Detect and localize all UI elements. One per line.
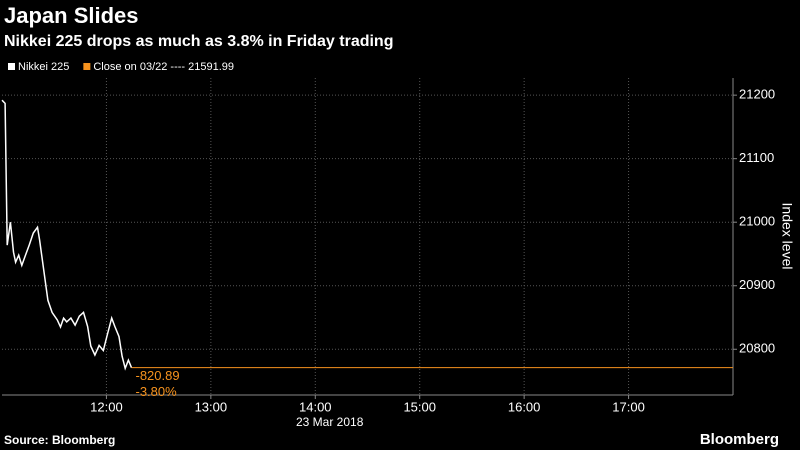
- annotation: -3.80%: [135, 384, 177, 399]
- brand-logo: Bloomberg: [700, 431, 779, 448]
- y-tick-label: 20900: [739, 277, 775, 292]
- annotation: -820.89: [135, 368, 179, 383]
- legend-label: Close on 03/22 ---- 21591.99: [93, 61, 234, 73]
- x-tick-label: 15:00: [403, 399, 436, 414]
- y-tick-label: 21200: [739, 87, 775, 102]
- legend-label: Nikkei 225: [18, 61, 69, 73]
- x-tick-label: 12:00: [90, 399, 123, 414]
- legend-swatch: [83, 63, 91, 70]
- x-tick-label: 17:00: [612, 399, 645, 414]
- line-series: [1, 99, 133, 371]
- x-tick-label: 16:00: [508, 399, 541, 414]
- chart-title: Japan Slides: [4, 3, 139, 28]
- chart-subtitle: Nikkei 225 drops as much as 3.8% in Frid…: [4, 33, 393, 50]
- y-axis-label: Index level: [779, 203, 795, 270]
- x-axis-label: 23 Mar 2018: [296, 415, 364, 429]
- x-tick-label: 13:00: [195, 399, 228, 414]
- y-tick-label: 20800: [739, 341, 775, 356]
- x-tick-label: 14:00: [299, 399, 332, 414]
- source: Source: Bloomberg: [4, 433, 115, 447]
- legend-swatch: [8, 63, 15, 70]
- y-tick-label: 21100: [739, 150, 774, 165]
- y-tick-label: 21000: [739, 214, 775, 229]
